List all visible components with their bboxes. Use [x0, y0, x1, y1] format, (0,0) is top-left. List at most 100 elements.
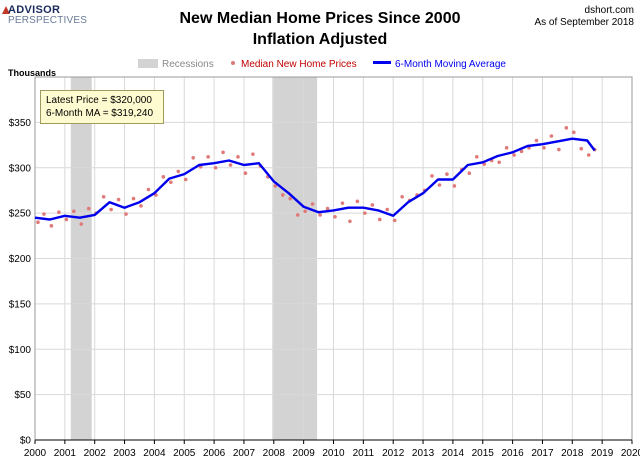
median-price-point [504, 145, 509, 150]
median-price-point [363, 211, 367, 215]
median-price-point [377, 217, 382, 222]
as-of-label: As of September 2018 [534, 17, 634, 28]
legend-median-label: Median New Home Prices [241, 59, 357, 70]
x-tick-label: 2007 [233, 448, 256, 459]
median-price-point [124, 212, 128, 216]
median-price-point [86, 206, 91, 211]
x-tick-label: 2019 [591, 448, 614, 459]
legend-ma-swatch [373, 61, 391, 64]
logo-text: ADVISOR [8, 4, 61, 16]
median-price-point [557, 147, 561, 152]
y-tick-label: $300 [9, 163, 32, 174]
median-price-point [169, 180, 173, 185]
median-price-point [131, 196, 136, 201]
median-price-point [467, 171, 472, 175]
legend-recessions: Recessions [138, 59, 214, 70]
median-price-point [370, 203, 375, 207]
legend-recessions-label: Recessions [162, 59, 214, 70]
units-label: Thousands [8, 68, 57, 78]
median-price-point [273, 184, 278, 188]
median-price-point [385, 207, 390, 212]
x-tick-label: 2012 [382, 448, 405, 459]
x-tick-label: 2017 [531, 448, 554, 459]
median-price-point [42, 212, 46, 216]
median-price-point [109, 207, 113, 212]
median-price-point [57, 210, 61, 215]
x-tick-label: 2018 [561, 448, 584, 459]
median-price-point [64, 217, 69, 222]
source-label: dshort.com [584, 5, 634, 16]
median-price-point [288, 196, 293, 201]
moving-average-line [34, 137, 596, 221]
median-price-point [36, 220, 40, 224]
median-price-point [310, 202, 315, 206]
median-price-point [497, 160, 501, 165]
median-price-point [176, 169, 181, 174]
x-tick-label: 2009 [293, 448, 316, 459]
y-tick-label: $350 [9, 118, 32, 129]
callout-latest-price: Latest Price = $320,000 [46, 95, 152, 106]
median-price-point [512, 153, 516, 157]
median-price-point [348, 219, 352, 224]
median-price-point [400, 194, 404, 199]
x-tick-label: 2014 [442, 448, 465, 459]
x-tick-label: 2011 [353, 448, 375, 459]
latest-value-callout: Latest Price = $320,000 6-Month MA = $31… [40, 90, 164, 124]
x-tick-label: 2010 [322, 448, 345, 459]
median-price-point [72, 209, 76, 214]
median-price-point [228, 163, 233, 167]
median-price-point [161, 175, 166, 179]
median-price-point [340, 201, 345, 205]
y-tick-label: $250 [9, 209, 32, 220]
median-price-point [280, 193, 285, 197]
median-price-point [549, 134, 554, 138]
median-price-point [579, 146, 584, 151]
legend-ma: 6-Month Moving Average [373, 59, 506, 70]
median-price-point [564, 126, 569, 130]
median-price-point [430, 174, 434, 178]
median-price-point [534, 138, 539, 143]
median-price-point [251, 152, 255, 156]
median-price-point [295, 213, 300, 217]
median-price-point [146, 187, 151, 192]
x-tick-label: 2006 [203, 448, 226, 459]
callout-moving-average: 6-Month MA = $319,240 [46, 108, 154, 119]
chart-title: New Median Home Prices Since 2000 [179, 10, 461, 27]
x-tick-label: 2003 [113, 448, 136, 459]
x-tick-label: 2013 [412, 448, 435, 459]
median-price-point [437, 183, 442, 187]
x-tick-label: 2004 [143, 448, 166, 459]
legend-recessions-swatch [138, 59, 158, 68]
median-price-point [452, 184, 457, 188]
median-price-point [542, 145, 546, 150]
median-price-point [303, 209, 307, 214]
y-tick-label: $150 [9, 299, 32, 310]
median-price-point [101, 194, 106, 199]
median-price-point [183, 177, 188, 182]
median-price-point [221, 150, 225, 155]
median-price-point [392, 218, 397, 223]
median-price-point [79, 222, 84, 226]
x-tick-label: 2000 [24, 448, 47, 459]
median-price-point [355, 199, 360, 204]
y-tick-label: $100 [9, 345, 32, 356]
logo-subtext: PERSPECTIVES [8, 15, 88, 26]
median-price-point [139, 204, 143, 208]
median-price-point [116, 197, 121, 202]
median-price-point [325, 206, 330, 211]
x-tick-label: 2001 [54, 448, 77, 459]
legend-ma-label: 6-Month Moving Average [395, 59, 506, 70]
median-price-point [49, 224, 54, 228]
logo-mark-icon [2, 6, 10, 14]
x-tick-label: 2016 [501, 448, 524, 459]
median-price-point [519, 149, 524, 154]
median-price-point [318, 213, 322, 217]
median-price-point [474, 155, 479, 159]
median-price-point [206, 155, 210, 159]
median-price-point [243, 171, 248, 175]
median-price-point [586, 153, 591, 157]
y-tick-label: $0 [20, 436, 32, 447]
median-price-point [445, 172, 449, 176]
median-price-point [213, 165, 218, 170]
